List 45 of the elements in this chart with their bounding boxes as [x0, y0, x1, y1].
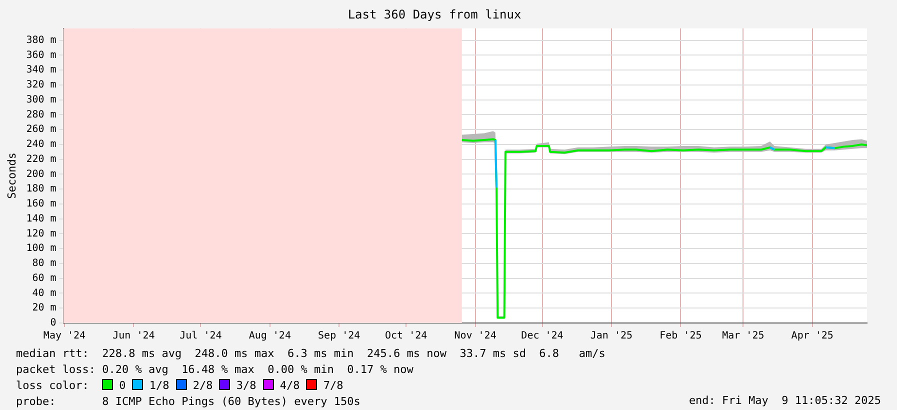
x-tick-label: Jul '24: [180, 330, 222, 342]
x-tick-label: Aug '24: [248, 330, 291, 342]
y-tick-label: 0: [50, 318, 56, 329]
y-tick-label: 260 m: [26, 124, 56, 136]
y-tick-label: 60 m: [32, 272, 56, 284]
y-tick-label: 220 m: [26, 154, 56, 165]
legend-label: 1/8: [149, 379, 170, 392]
chart-title: Last 360 Days from linux: [348, 7, 522, 22]
x-tick-label: Nov '24: [454, 330, 496, 342]
y-tick-label: 140 m: [26, 213, 56, 224]
y-tick-label: 20 m: [32, 302, 56, 314]
x-tick-label: Mar '25: [722, 330, 764, 342]
text: median rtt: 228.8 ms avg 248.0 ms max 6.3 ms min 245.6 ms now 33.7 ms sd 6.8 am/s: [16, 346, 606, 362]
x-tick-label: Apr '25: [791, 330, 834, 342]
y-axis-title: Seconds: [5, 152, 18, 199]
y-tick-label: 40 m: [32, 288, 56, 299]
y-tick-label: 320 m: [26, 80, 56, 91]
y-tick-label: 180 m: [26, 184, 56, 195]
legend-label: 7/8: [323, 379, 344, 392]
y-tick-label: 240 m: [26, 139, 56, 150]
x-tick-label: Feb '25: [660, 330, 702, 342]
text: probe: 8 ICMP Echo Pings (60 Bytes) every 150s: [16, 394, 362, 410]
x-tick-label: Sep '24: [318, 330, 360, 342]
y-tick-label: 100 m: [26, 243, 56, 254]
legend-label: 2/8: [192, 379, 214, 392]
x-tick-label: Jun '24: [112, 330, 155, 342]
text: packet loss: 0.20 % avg 16.48 % max 0.00 % min 0.17 % now: [16, 362, 414, 378]
x-tick-label: Oct '24: [384, 330, 428, 342]
x-tick-label: Jan '25: [590, 330, 633, 342]
legend-label: 3/8: [236, 379, 258, 392]
y-tick-label: 120 m: [26, 228, 56, 240]
y-tick-label: 300 m: [26, 94, 56, 106]
y-tick-label: 200 m: [26, 168, 56, 180]
x-tick-label: Dec '24: [521, 330, 564, 342]
text: end: Fri May 9 11:05:32 2025: [688, 394, 881, 407]
y-tick-label: 280 m: [26, 109, 56, 120]
legend-title: loss color:: [16, 379, 90, 392]
y-tick-label: 360 m: [26, 50, 56, 61]
y-tick-label: 160 m: [26, 198, 56, 210]
legend-label: 4/8: [280, 379, 301, 392]
y-tick-label: 380 m: [26, 34, 56, 46]
legend-label: 0: [119, 379, 127, 392]
y-tick-label: 80 m: [32, 258, 56, 270]
y-tick-label: 340 m: [26, 64, 56, 76]
x-tick-label: May '24: [43, 330, 86, 342]
